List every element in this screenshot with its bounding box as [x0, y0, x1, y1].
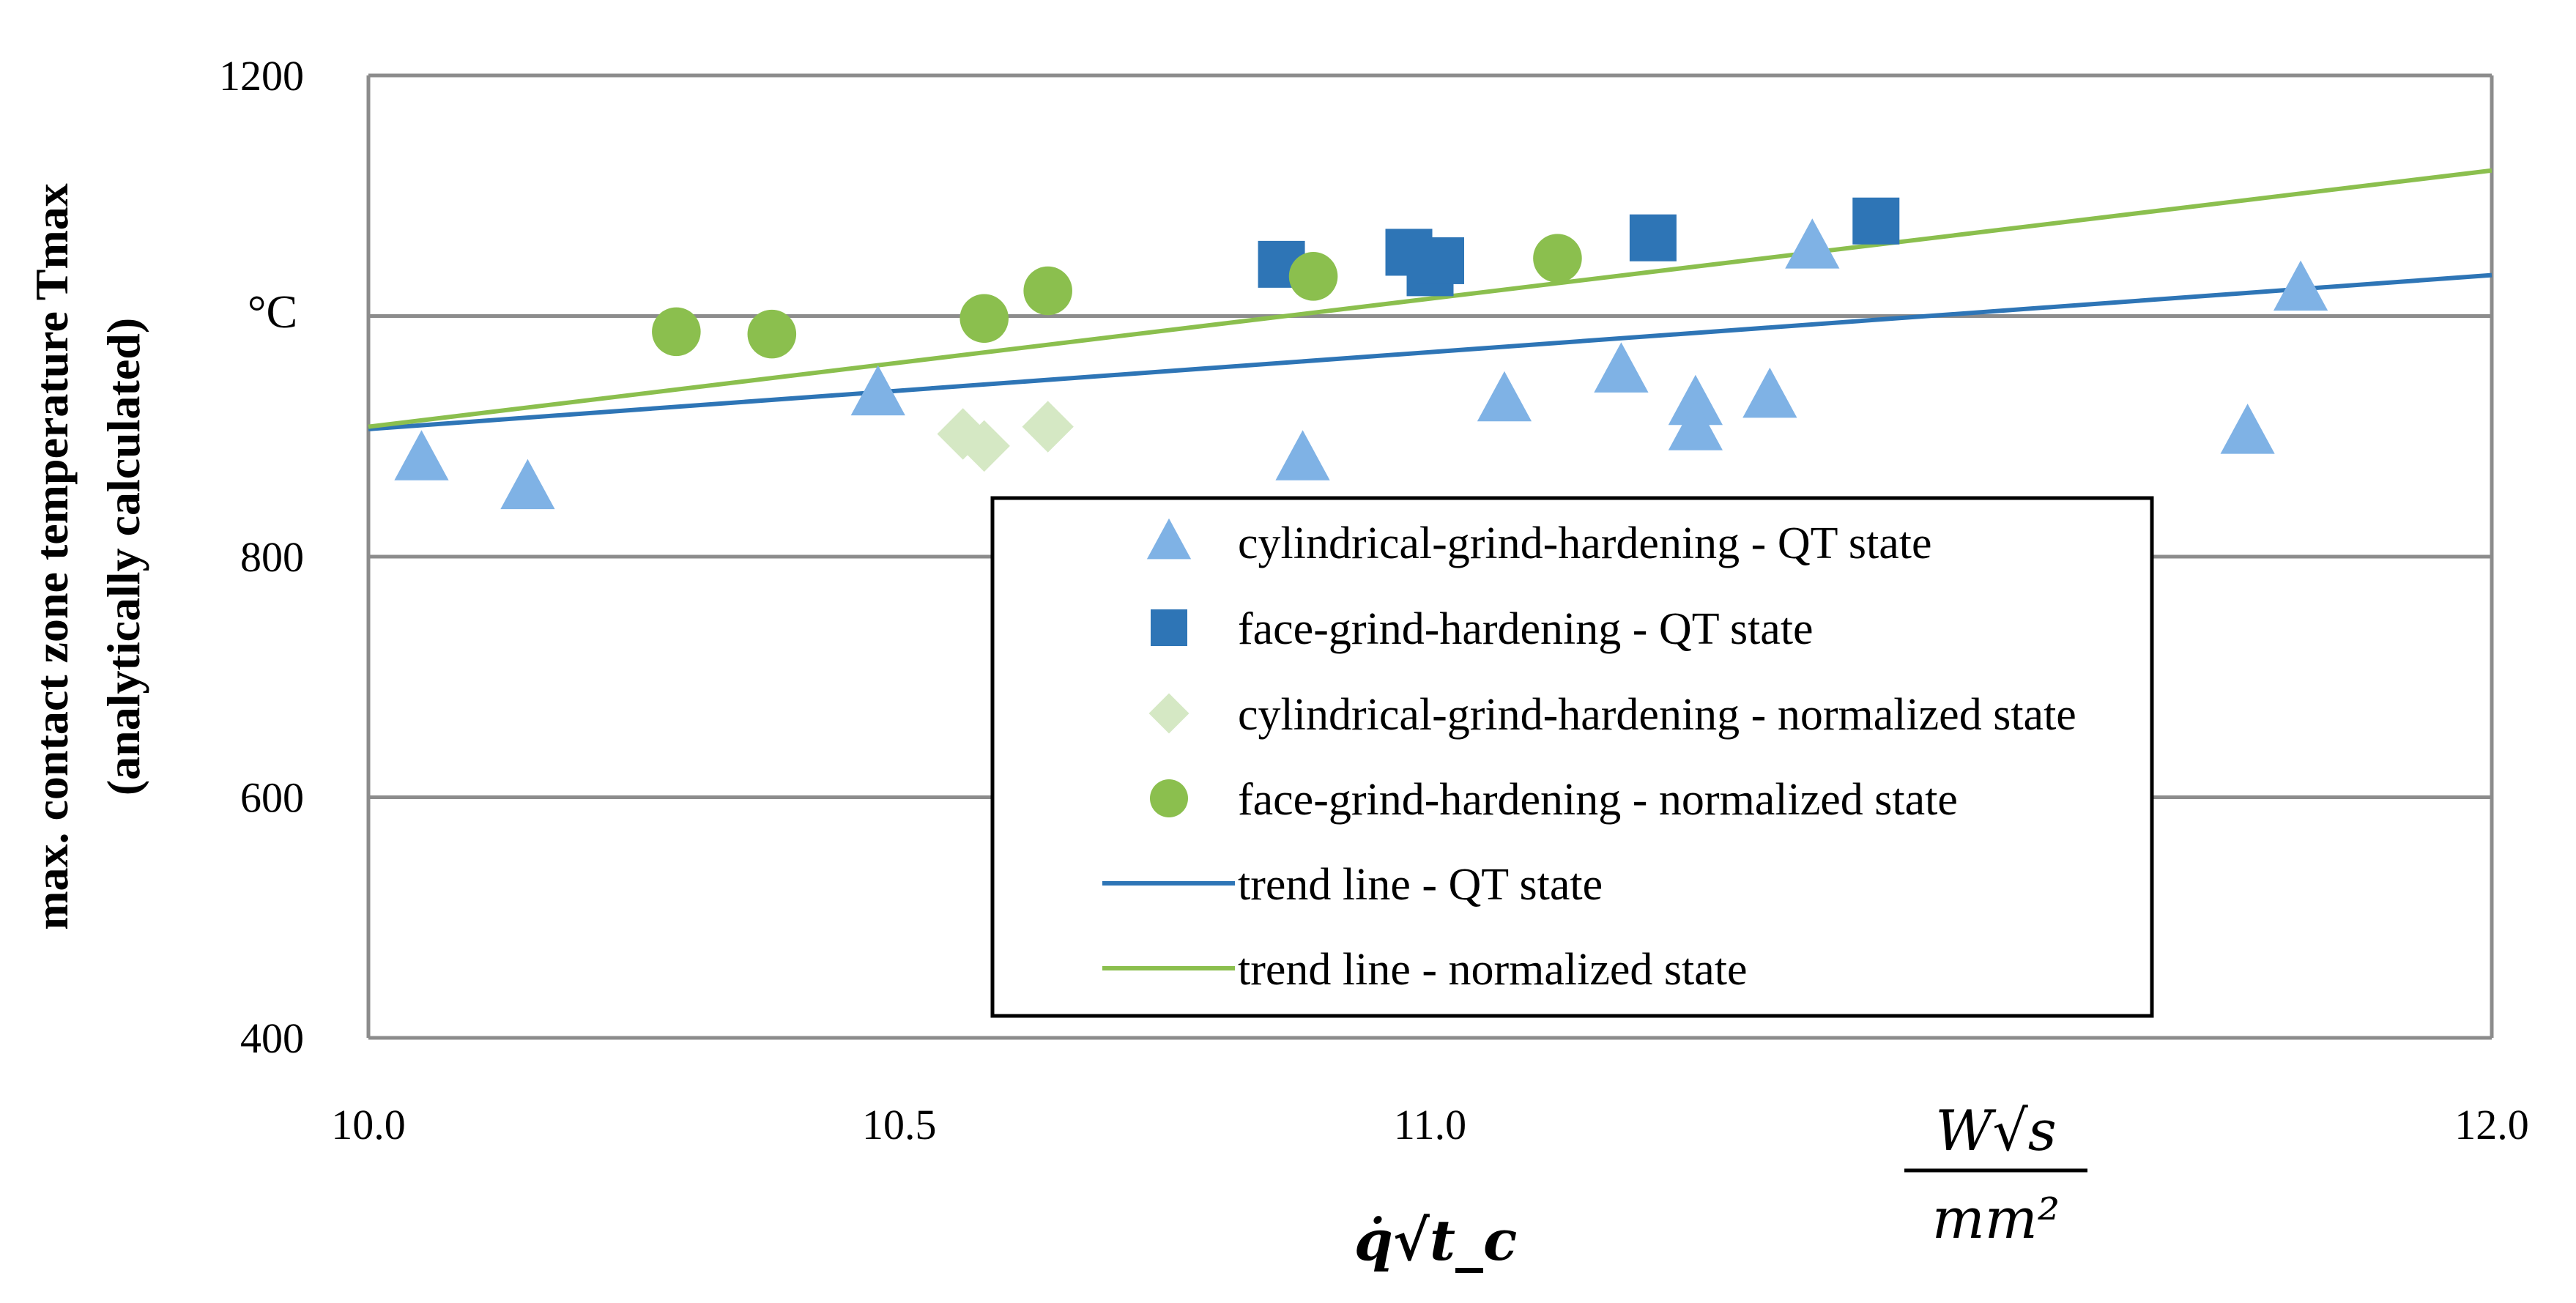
data-point-triangle	[2273, 260, 2328, 311]
data-point-triangle	[1742, 367, 1797, 418]
data-point-circle	[652, 307, 701, 357]
data-point-circle	[747, 309, 797, 359]
axes: 400 600 800 1200 10.0 10.5 11.0 12.0	[219, 52, 2529, 1148]
data-point-square	[1852, 197, 1900, 245]
legend-label: face-grind-hardening - QT state	[1238, 604, 1814, 654]
legend-label: trend line - QT state	[1238, 860, 1603, 910]
x-tick-label: 12.0	[2454, 1101, 2529, 1148]
data-point-diamond	[937, 408, 989, 460]
y-axis-title-line1: max. contact zone temperature Tmax	[26, 183, 78, 930]
data-point-triangle	[1275, 430, 1330, 480]
y-tick-label: 400	[240, 1014, 304, 1062]
legend-box	[990, 496, 2154, 1018]
x-tick-label: 10.5	[862, 1101, 937, 1148]
legend-marker-triangle	[1146, 518, 1192, 560]
data-point-circle	[1288, 252, 1338, 301]
data-point-triangle	[2220, 404, 2275, 454]
data-point-triangle	[1668, 374, 1723, 426]
legend: cylindrical-grind-hardening - QT state fa…	[990, 496, 2154, 1018]
trend-line	[368, 168, 2493, 429]
data-points	[394, 197, 2328, 510]
legend-marker-circle	[1150, 779, 1188, 817]
data-point-circle	[1533, 234, 1582, 283]
data-point-circle	[1023, 266, 1072, 316]
y-tick-label: 600	[240, 774, 304, 822]
trend-lines	[368, 168, 2493, 431]
x-axis-unit-numerator: W√s	[1935, 1098, 2057, 1163]
data-point-triangle	[1477, 371, 1532, 422]
legend-marker-diamond	[1148, 693, 1189, 734]
y-tick-label: 1200	[219, 52, 304, 100]
legend-items: cylindrical-grind-hardening - QT state fa…	[1102, 518, 2076, 995]
data-point-square	[1629, 214, 1677, 261]
y-axis-title-line2: (analytically calculated)	[97, 318, 149, 795]
data-point-diamond	[1022, 401, 1074, 453]
data-point-triangle	[850, 365, 905, 416]
data-point-diamond	[958, 420, 1010, 472]
data-point-square	[1417, 237, 1464, 284]
x-tick-label: 10.0	[331, 1101, 406, 1148]
legend-marker-square	[1151, 609, 1187, 646]
legend-label: cylindrical-grind-hardening - QT state	[1238, 519, 1931, 568]
data-point-triangle	[500, 459, 555, 510]
legend-label: trend line - normalized state	[1238, 945, 1748, 995]
data-point-triangle	[1594, 342, 1649, 393]
legend-label: cylindrical-grind-hardening - normalized…	[1238, 690, 2076, 740]
trend-line	[368, 272, 2493, 431]
y-axis-unit: °C	[248, 286, 297, 338]
data-point-triangle	[394, 430, 449, 480]
x-axis-title: q̇√t_c	[1354, 1208, 1517, 1273]
data-point-triangle	[1668, 400, 1723, 450]
data-point-triangle	[1785, 218, 1840, 269]
x-tick-label: 11.0	[1394, 1101, 1466, 1148]
legend-label: face-grind-hardening - normalized state	[1238, 775, 1958, 825]
x-axis-unit-denominator: mm²	[1932, 1186, 2060, 1251]
data-point-circle	[959, 294, 1009, 344]
y-tick-label: 800	[240, 533, 304, 581]
